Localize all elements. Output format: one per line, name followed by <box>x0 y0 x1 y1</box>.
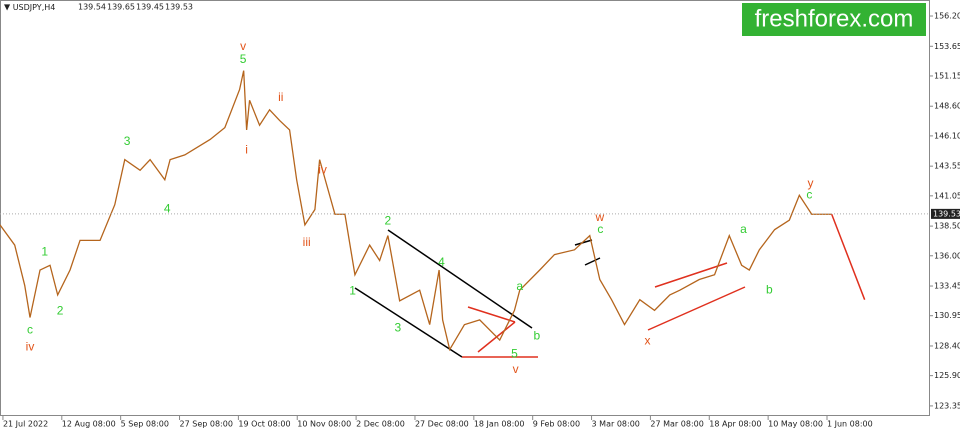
y-tick-label: 141.05 <box>934 191 960 200</box>
y-tick-label: 148.60 <box>934 102 960 111</box>
y-tick-label: 153.65 <box>934 42 960 51</box>
wave-label: 1 <box>41 244 48 258</box>
plot-frame <box>0 0 930 416</box>
logo-box <box>742 3 926 36</box>
wave-label: ii <box>278 90 283 104</box>
wave-label: b <box>533 329 540 343</box>
x-tick-label: 27 Mar 08:00 <box>650 420 703 429</box>
wave-label: iv <box>26 339 35 353</box>
x-tick-label: 3 Mar 08:00 <box>592 420 640 429</box>
symbol-text: USDJPY,H4 <box>13 3 56 12</box>
x-tick-label: 18 Jan 08:00 <box>474 420 525 429</box>
symbol: ▼ USDJPY,H4 <box>4 3 55 12</box>
wave-label: v <box>240 39 246 53</box>
x-tick-label: 10 Nov 08:00 <box>297 420 351 429</box>
channel-line <box>584 257 601 266</box>
y-tick-label: 136.00 <box>934 251 960 260</box>
x-tick-label: 12 Aug 08:00 <box>62 420 116 429</box>
wave-label: c <box>597 222 603 236</box>
wave-label: c <box>27 323 33 337</box>
x-tick-label: 5 Sep 08:00 <box>121 420 169 429</box>
wave-label: 2 <box>57 304 64 318</box>
channel-line <box>574 239 593 246</box>
last-price-label: 139.53 <box>933 209 960 218</box>
wave-label: iv <box>318 162 327 176</box>
wave-label: 4 <box>438 255 445 269</box>
x-tick-label: 27 Sep 08:00 <box>180 420 233 429</box>
wave-label: 4 <box>164 202 171 216</box>
channel-line <box>654 262 728 288</box>
wave-label: v <box>513 362 519 376</box>
x-tick-label: 21 Jul 2022 <box>3 420 48 429</box>
wave-label: x <box>644 333 650 347</box>
ohlc-value: 139.45 <box>136 3 164 12</box>
price-line <box>0 70 832 352</box>
wave-label: c <box>806 187 812 201</box>
y-tick-label: 130.95 <box>934 311 960 320</box>
x-tick-label: 18 Apr 08:00 <box>709 420 761 429</box>
ohlc-value: 139.53 <box>165 3 193 12</box>
y-tick-label: 138.50 <box>934 222 960 231</box>
x-tick-label: 27 Dec 08:00 <box>415 420 469 429</box>
wave-label: 1 <box>349 284 356 298</box>
wave-label: w <box>594 210 604 224</box>
channel-line <box>387 229 533 329</box>
triangle-line <box>467 306 516 323</box>
y-tick-label: 125.90 <box>934 371 960 380</box>
x-tick-label: 9 Feb 08:00 <box>533 420 580 429</box>
forecast-line <box>831 213 866 300</box>
y-tick-label: 146.10 <box>934 131 960 140</box>
x-tick-label: 10 May 08:00 <box>768 420 823 429</box>
y-tick-label: 133.45 <box>934 282 960 291</box>
last-price-box <box>931 208 960 219</box>
wave-label: i <box>245 142 248 156</box>
y-tick-label: 123.35 <box>934 401 960 410</box>
wave-label: a <box>516 279 523 293</box>
wave-label: 3 <box>395 320 402 334</box>
wave-label: a <box>740 222 747 236</box>
ohlc: 139.54 139.65 139.45 139.53 <box>78 3 193 12</box>
x-tick-label: 19 Oct 08:00 <box>238 420 290 429</box>
wave-label: 2 <box>385 214 392 228</box>
wave-label: iii <box>303 235 311 249</box>
wave-label: b <box>766 282 773 296</box>
wave-label: 5 <box>240 52 247 66</box>
wave-label: y <box>808 176 814 190</box>
y-tick-label: 143.55 <box>934 162 960 171</box>
logo: freshforex.com <box>755 5 914 32</box>
y-tick-label: 151.15 <box>934 71 960 80</box>
y-tick-label: 156.20 <box>934 12 960 21</box>
x-tick-label: 1 Jun 08:00 <box>827 420 873 429</box>
channel-line <box>647 286 746 331</box>
x-tick-label: 2 Dec 08:00 <box>356 420 405 429</box>
channel-line <box>354 287 463 358</box>
wave-label: 5 <box>511 346 518 360</box>
y-tick-label: 128.40 <box>934 341 960 350</box>
ohlc-value: 139.54 <box>78 3 106 12</box>
wave-label: 3 <box>124 134 131 148</box>
ohlc-value: 139.65 <box>107 3 135 12</box>
